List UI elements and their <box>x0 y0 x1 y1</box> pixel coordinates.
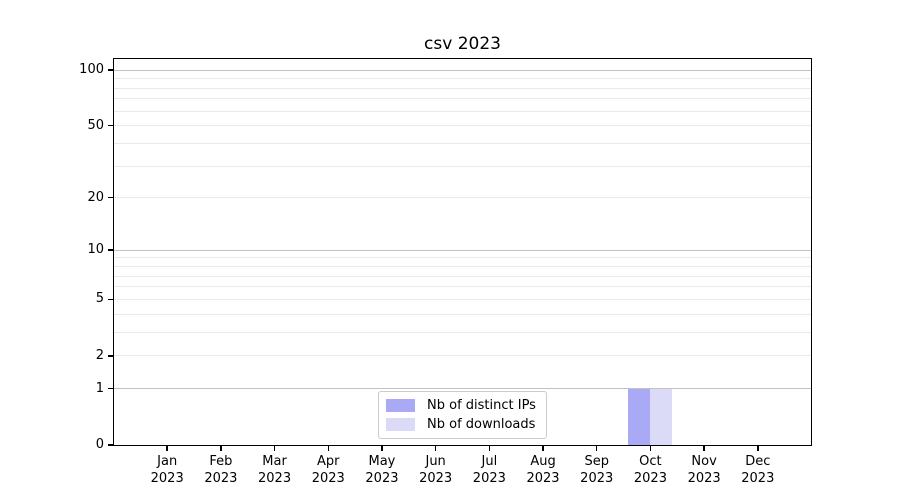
legend-label-downloads: Nb of downloads <box>427 417 536 432</box>
x-tick-label: Oct 2023 <box>633 454 667 486</box>
y-tick <box>108 196 113 199</box>
y-tick-label: 2 <box>95 347 104 363</box>
x-tick <box>434 446 437 451</box>
y-tick <box>108 249 113 251</box>
x-tick-label: Nov 2023 <box>687 454 721 486</box>
gridline-minor <box>114 275 811 277</box>
y-tick-label: 100 <box>79 62 104 78</box>
x-tick <box>381 446 383 451</box>
gridline-minor <box>114 266 811 268</box>
gridline-minor <box>114 165 811 167</box>
x-tick-label: Jan 2023 <box>150 454 184 486</box>
gridline-minor <box>114 87 811 89</box>
gridline-minor <box>114 355 811 357</box>
x-tick-label: Dec 2023 <box>741 454 775 486</box>
x-tick-label: Feb 2023 <box>204 454 238 486</box>
legend-swatch-downloads-icon <box>386 418 415 431</box>
gridline-major <box>114 249 811 251</box>
gridline-minor <box>114 313 811 315</box>
gridline-minor <box>114 331 811 333</box>
y-tick <box>108 387 113 390</box>
gridline-minor <box>114 125 811 127</box>
x-tick-label: May 2023 <box>365 454 399 486</box>
y-tick-label: 5 <box>95 291 104 307</box>
y-tick-label: 0 <box>95 437 104 452</box>
gridline-minor <box>114 78 811 80</box>
gridline-minor <box>114 197 811 199</box>
bar-distinct-ips <box>628 388 651 445</box>
x-tick-label: Jun 2023 <box>419 454 453 486</box>
gridline-major <box>114 388 811 390</box>
legend-swatch-distinct-ips-icon <box>386 399 415 412</box>
x-tick <box>488 446 491 451</box>
x-tick-label: Mar 2023 <box>258 454 292 486</box>
x-tick <box>595 446 598 451</box>
x-tick <box>327 446 330 451</box>
gridline-minor <box>114 142 811 144</box>
chart-title: csv 2023 <box>424 34 501 54</box>
legend-entry-downloads: Nb of downloads <box>386 417 536 432</box>
y-tick-label: 10 <box>87 242 104 258</box>
bar-downloads <box>650 388 673 445</box>
x-tick <box>166 446 168 451</box>
y-tick-label: 1 <box>95 380 104 396</box>
y-tick <box>108 69 113 71</box>
legend-entry-distinct-ips: Nb of distinct IPs <box>386 398 536 413</box>
gridline-minor <box>114 110 811 112</box>
x-tick <box>273 446 276 451</box>
x-tick <box>703 446 705 451</box>
y-tick <box>108 124 113 127</box>
x-tick <box>220 446 222 451</box>
gridline-minor <box>114 298 811 300</box>
x-tick <box>757 446 759 451</box>
gridline-minor <box>114 257 811 259</box>
y-tick <box>108 355 113 357</box>
y-tick <box>108 298 113 301</box>
x-tick-label: Jul 2023 <box>472 454 506 486</box>
gridline-minor <box>114 286 811 288</box>
legend: Nb of distinct IPs Nb of downloads <box>378 391 547 439</box>
x-tick <box>649 446 652 451</box>
gridline-minor <box>114 98 811 100</box>
y-tick-label: 50 <box>87 117 104 133</box>
x-tick-label: Sep 2023 <box>580 454 614 486</box>
gridline-major <box>114 69 811 71</box>
x-tick <box>542 446 544 451</box>
y-tick <box>108 444 113 446</box>
y-tick-label: 20 <box>87 189 104 205</box>
x-tick-label: Aug 2023 <box>526 454 560 486</box>
legend-label-distinct-ips: Nb of distinct IPs <box>427 398 536 413</box>
x-tick-label: Apr 2023 <box>311 454 345 486</box>
